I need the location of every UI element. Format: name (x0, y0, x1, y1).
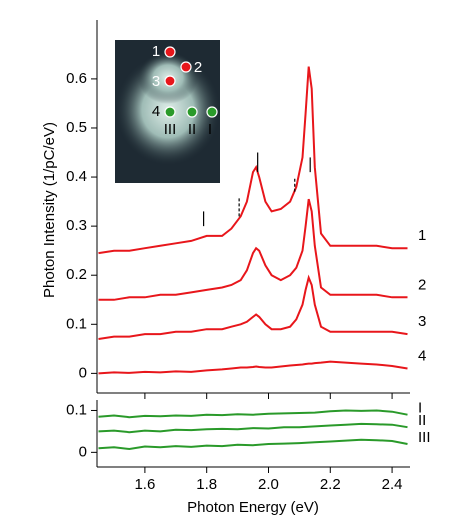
y-tick-label: 0.1 (66, 401, 87, 418)
x-tick-label: 1.8 (196, 476, 217, 493)
series-label: 3 (418, 313, 426, 330)
y-tick-label: 0.3 (66, 217, 87, 234)
y-tick-label: 0 (79, 443, 87, 460)
x-tick-label: 2.0 (258, 476, 279, 493)
series-line (98, 438, 408, 451)
series-line (98, 360, 408, 375)
y-tick-label: 0.2 (66, 266, 87, 283)
series-label: II (418, 412, 426, 429)
inset-label: I (208, 121, 212, 138)
inset-dot (186, 106, 198, 118)
series-line (98, 198, 408, 301)
series-label: I (418, 400, 422, 417)
x-tick-label: 2.2 (320, 476, 341, 493)
inset-label: 4 (152, 103, 160, 120)
y-tick-label: 0.1 (66, 315, 87, 332)
inset-dot (206, 106, 218, 118)
x-tick-label: 2.4 (382, 476, 403, 493)
series-label: 1 (418, 227, 426, 244)
inset-dot (164, 46, 176, 58)
inset-label: III (164, 121, 177, 138)
y-tick-label: 0 (79, 364, 87, 381)
inset-dot (164, 106, 176, 118)
series-line (98, 409, 408, 419)
inset-dot (180, 61, 192, 73)
series-line (98, 422, 408, 434)
inset-label: 1 (152, 43, 160, 60)
series-label: 2 (418, 276, 426, 293)
y-tick-label: 0.5 (66, 119, 87, 136)
y-tick-label: 0.6 (66, 70, 87, 87)
y-axis-label: Photon Intensity (1/pC/eV) (41, 122, 58, 298)
series-label: III (418, 429, 431, 446)
series-line (98, 66, 408, 255)
x-tick-label: 1.6 (134, 476, 155, 493)
inset-label: 2 (194, 59, 202, 76)
series-label: 4 (418, 347, 426, 364)
y-tick-label: 0.4 (66, 168, 87, 185)
inset-label: II (188, 121, 196, 138)
inset-dot (164, 75, 176, 87)
inset-label: 3 (152, 73, 160, 90)
x-axis-label: Photon Energy (eV) (187, 499, 319, 516)
series-line (98, 274, 408, 340)
